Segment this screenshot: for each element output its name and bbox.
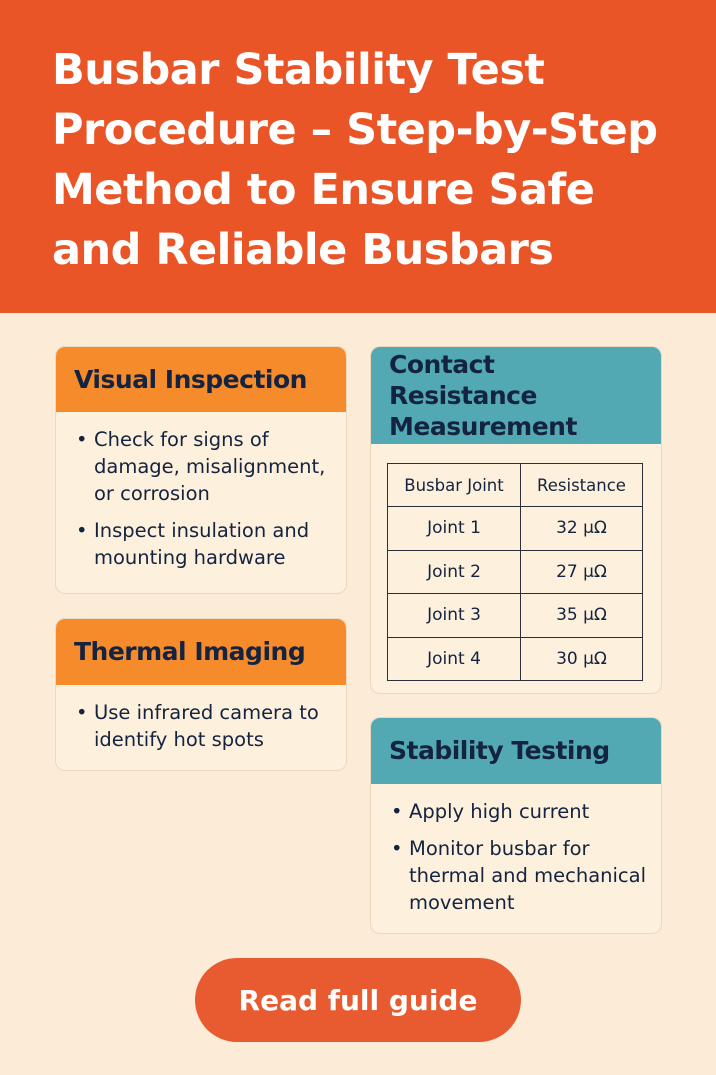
list-item: Check for signs of damage, misalignment,… [74,426,332,507]
list-item: Apply high current [389,798,647,825]
card-title: Contact Resistance Measurement [371,347,661,444]
column-header: Resistance [520,463,643,507]
resistance-table: Busbar Joint Resistance Joint 1 32 μΩ Joi… [387,463,643,681]
joint-cell: Joint 3 [387,593,521,638]
joint-cell: Joint 4 [387,636,521,681]
card-title: Visual Inspection [56,347,346,412]
resistance-cell: 27 μΩ [520,549,643,594]
resistance-cell: 35 μΩ [520,593,643,638]
thermal-imaging-card: Thermal Imaging Use infrared camera to i… [55,618,347,771]
stability-testing-card: Stability Testing Apply high current Mon… [370,717,662,934]
table-row: Joint 4 30 μΩ [387,636,643,681]
resistance-cell: 32 μΩ [520,506,643,551]
joint-cell: Joint 1 [387,506,521,551]
column-header: Busbar Joint [387,463,521,507]
resistance-cell: 30 μΩ [520,636,643,681]
joint-cell: Joint 2 [387,549,521,594]
table-row: Joint 3 35 μΩ [387,593,643,638]
list-item: Use infrared camera to identify hot spot… [74,699,332,753]
list-item: Monitor busbar for thermal and mechanica… [389,835,647,916]
contact-resistance-card: Contact Resistance Measurement Busbar Jo… [370,346,662,694]
read-full-guide-button[interactable]: Read full guide [195,958,521,1042]
table-header-row: Busbar Joint Resistance [387,463,643,507]
card-title: Thermal Imaging [56,619,346,685]
table-row: Joint 1 32 μΩ [387,506,643,551]
list-item: Inspect insulation and mounting hardware [74,517,332,571]
page-title: Busbar Stability Test Procedure – Step-b… [52,45,658,275]
header-banner: Busbar Stability Test Procedure – Step-b… [0,0,716,313]
card-title: Stability Testing [371,718,661,784]
visual-inspection-card: Visual Inspection Check for signs of dam… [55,346,347,594]
table-row: Joint 2 27 μΩ [387,549,643,594]
